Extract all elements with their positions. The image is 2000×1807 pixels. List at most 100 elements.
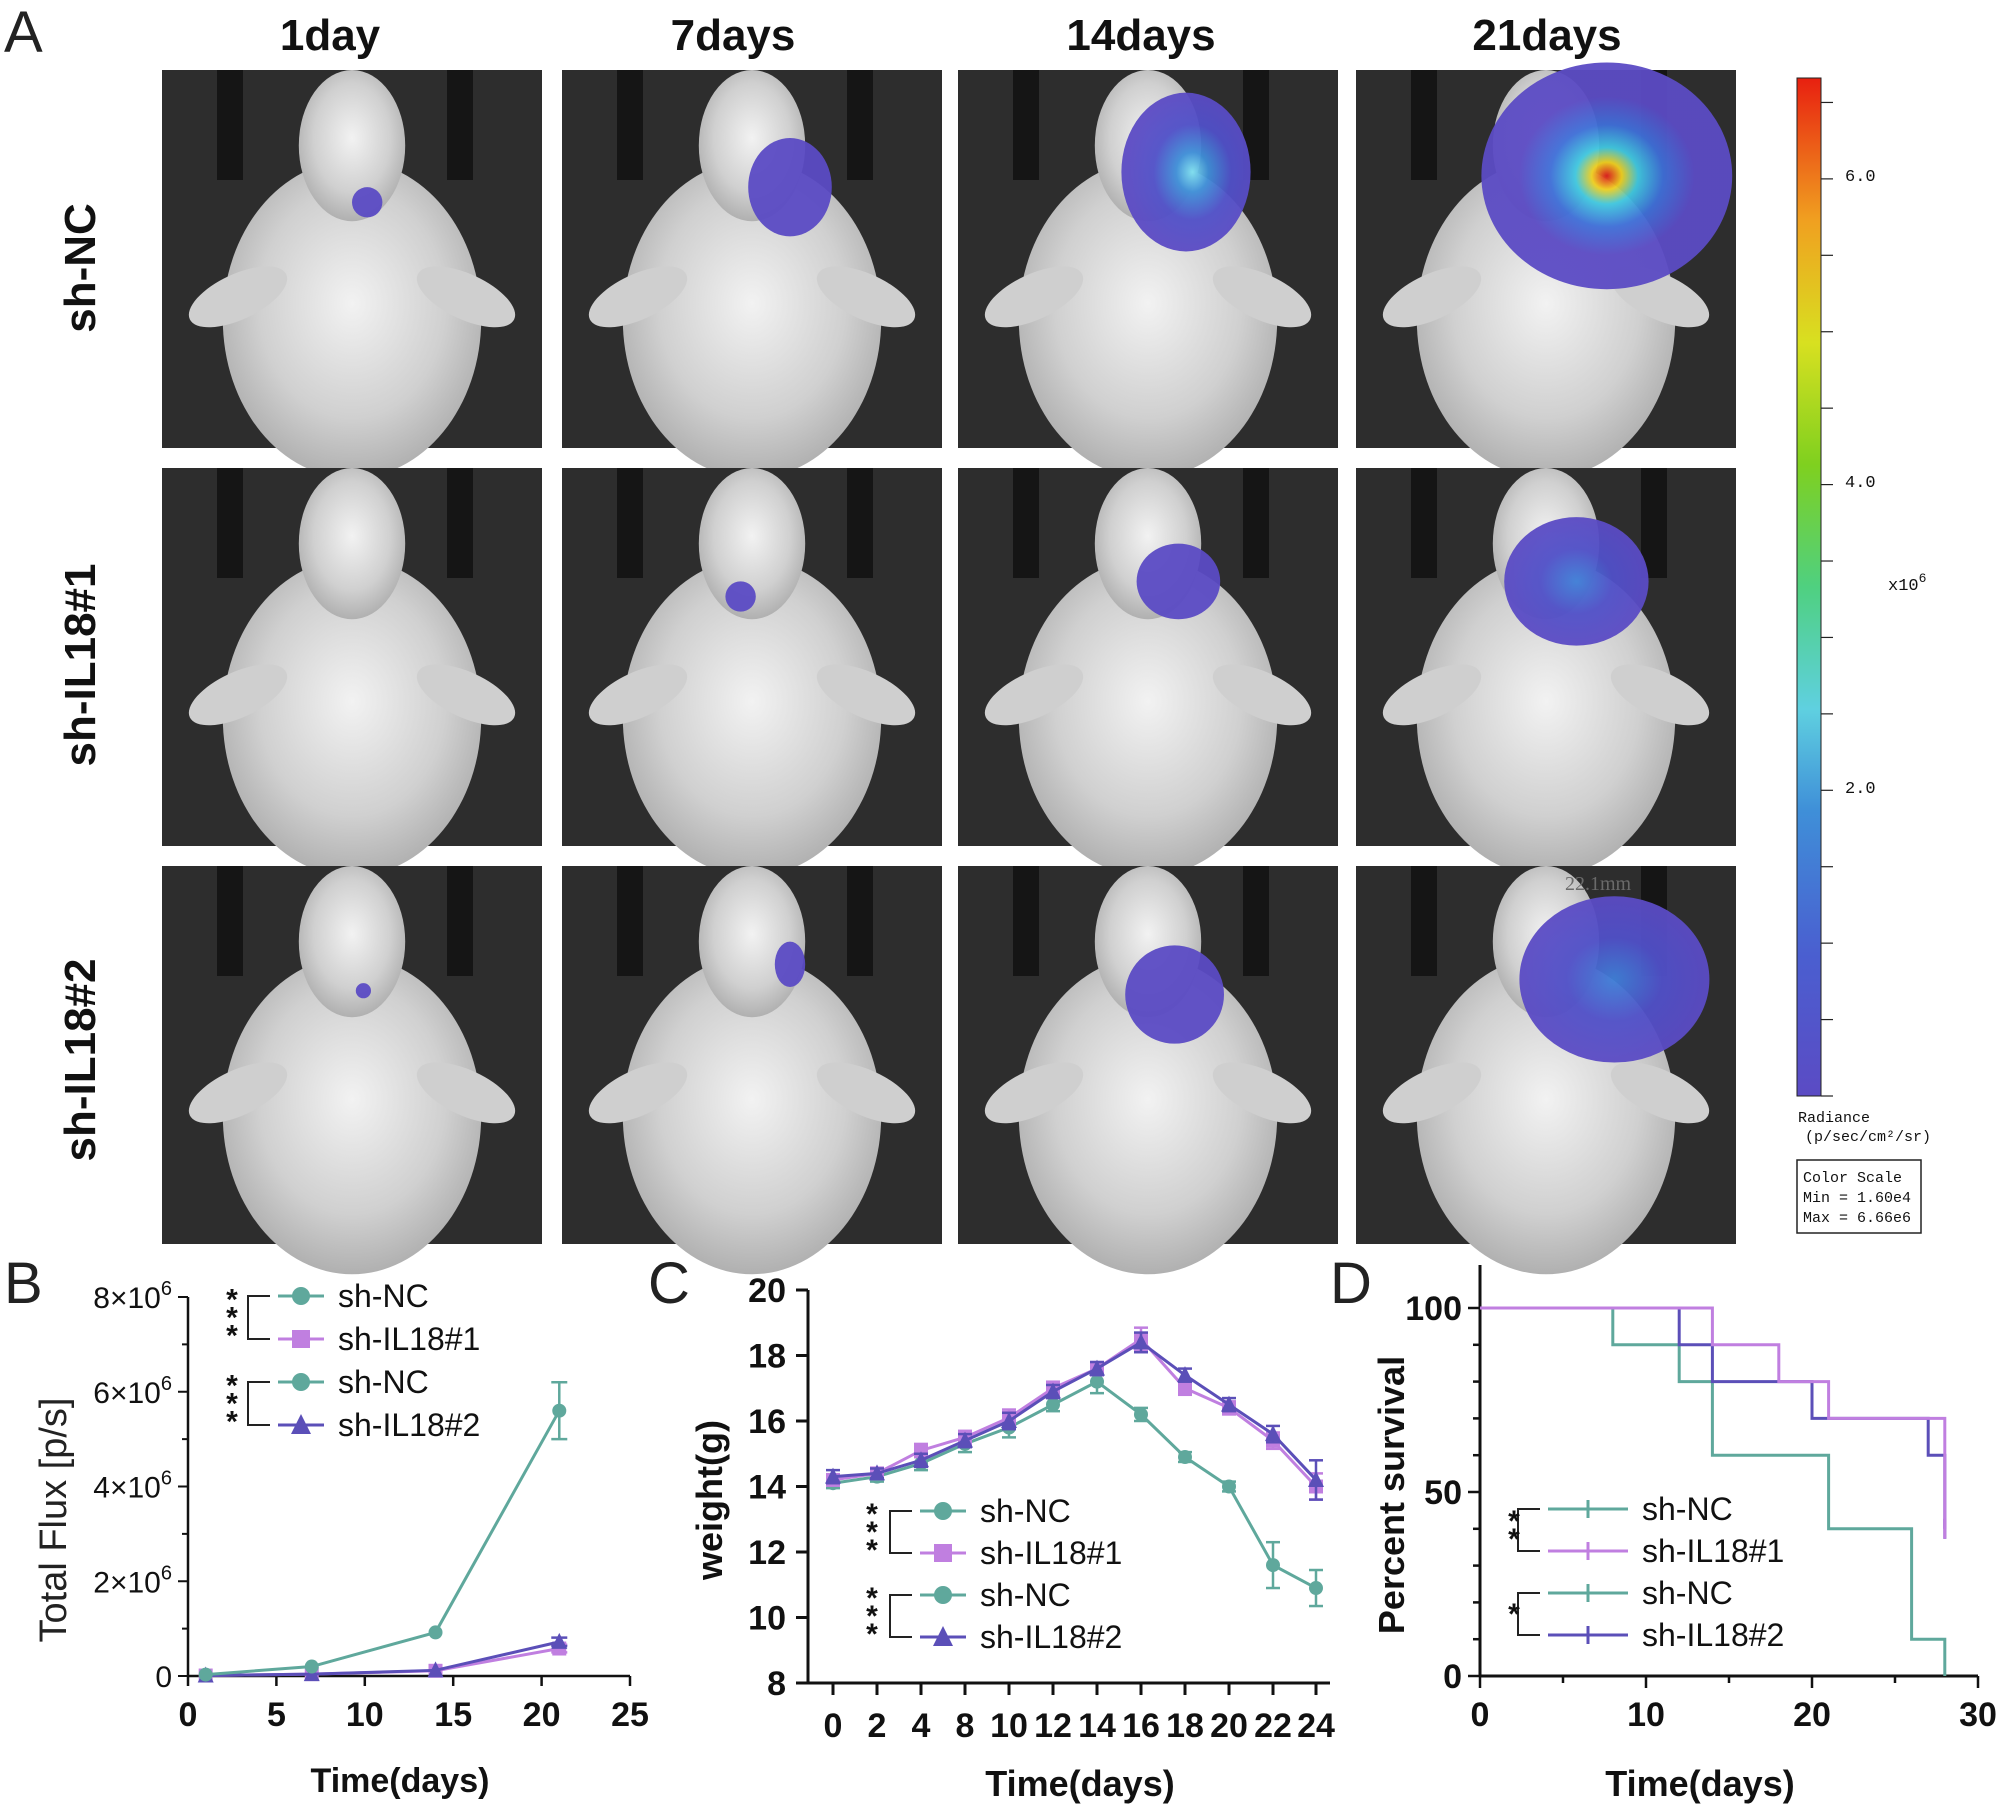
- data-point: [1045, 1382, 1061, 1399]
- mouse-forelimb: [1212, 266, 1312, 328]
- data-point: [1133, 1333, 1149, 1350]
- mouse-forelimb: [816, 1062, 916, 1124]
- mouse-body: [622, 558, 882, 877]
- series-line-sh-IL18#2: [832, 1340, 1318, 1481]
- holder-bar: [217, 70, 243, 180]
- row-label-sh-il18-2: sh-IL18#2: [56, 959, 105, 1162]
- x-tick-label: 16: [1122, 1707, 1160, 1745]
- y-tick-label: 18: [748, 1338, 786, 1376]
- imaging-tile: [1356, 467, 1736, 877]
- imaging-tile: [958, 70, 1338, 479]
- legend-label: sh-IL18#1: [980, 1535, 1122, 1571]
- holder-bar: [617, 866, 643, 976]
- significance-bracket: [1517, 1592, 1540, 1636]
- luminescence-signal: [1481, 62, 1733, 290]
- survival-curve-sh-NC: [1480, 1306, 1947, 1676]
- row-label-sh-il18-1: sh-IL18#1: [56, 564, 105, 767]
- data-point: [1134, 1407, 1148, 1422]
- holder-bar: [847, 70, 873, 180]
- panel-label-d: D: [1330, 1251, 1372, 1316]
- y-tick-label: 2×106: [93, 1562, 172, 1599]
- imaging-tile: [162, 467, 542, 877]
- mouse-forelimb: [188, 266, 288, 328]
- x-tick-label: 12: [1034, 1707, 1072, 1745]
- holder-bar: [217, 468, 243, 578]
- mouse-forelimb: [188, 1062, 288, 1124]
- data-point: [1178, 1381, 1192, 1396]
- data-point: [291, 1414, 311, 1434]
- imaging-tile: [162, 866, 542, 1275]
- day-label-7: 7days: [671, 11, 796, 60]
- holder-bar: [617, 468, 643, 578]
- color-scale-max: Max = 6.66e6: [1803, 1210, 1911, 1227]
- y-tick-label: 6×106: [93, 1373, 172, 1410]
- color-scale-title: Color Scale: [1803, 1170, 1902, 1187]
- mouse-forelimb: [984, 266, 1084, 328]
- mouse-forelimb: [1382, 266, 1482, 328]
- y-tick-label: 4×106: [93, 1468, 172, 1505]
- luminescence-signal: [1519, 896, 1710, 1063]
- data-point: [1308, 1470, 1324, 1487]
- data-point: [1001, 1412, 1017, 1428]
- mouse-forelimb: [1382, 664, 1482, 726]
- x-tick-label: 8: [956, 1707, 975, 1745]
- mouse-forelimb: [188, 664, 288, 726]
- legend-label: sh-NC: [338, 1278, 429, 1314]
- luminescence-signal: [1121, 92, 1251, 252]
- imaging-grid: 22.1mm: [162, 62, 1736, 1275]
- colorbar: [1796, 77, 1822, 1097]
- x-tick-label: 10: [1627, 1696, 1665, 1734]
- mouse-forelimb: [816, 664, 916, 726]
- luminescence-signal: [1125, 945, 1224, 1044]
- imaging-tile: [562, 467, 942, 877]
- holder-bar: [1411, 70, 1437, 180]
- day-label-1: 1day: [280, 11, 381, 60]
- data-point: [551, 1632, 568, 1649]
- data-point: [934, 1502, 952, 1520]
- data-point: [1265, 1425, 1281, 1442]
- legend-label: sh-NC: [1642, 1491, 1733, 1527]
- significance-bracket: [1517, 1508, 1540, 1552]
- legend-label: sh-IL18#2: [980, 1619, 1122, 1655]
- colorbar-ticks: [1821, 101, 1833, 1097]
- data-point: [957, 1431, 973, 1448]
- luminescence-signal: [1136, 543, 1221, 620]
- significance-stars: *: [866, 1498, 878, 1531]
- data-point: [869, 1464, 885, 1481]
- mouse-body: [222, 160, 482, 479]
- data-point: [552, 1403, 567, 1418]
- y-tick-label: 8: [767, 1665, 786, 1703]
- y-tick-label: 50: [1424, 1474, 1462, 1512]
- image-watermark: 22.1mm: [1565, 873, 1632, 895]
- y-tick-label: 0: [155, 1661, 172, 1694]
- mouse-body: [1018, 558, 1278, 877]
- mouse-body: [222, 956, 482, 1275]
- holder-bar: [1013, 468, 1039, 578]
- mouse-body: [1416, 558, 1676, 877]
- significance-stars: *: [226, 1284, 238, 1317]
- series-line-sh-NC: [832, 1379, 1317, 1590]
- data-point: [933, 1626, 953, 1646]
- significance-stars: *: [1508, 1598, 1520, 1631]
- data-point: [427, 1661, 444, 1678]
- holder-bar: [1243, 866, 1269, 976]
- data-point: [825, 1467, 841, 1484]
- significance-bracket: [247, 1295, 270, 1340]
- color-scale-box: [1796, 1159, 1922, 1234]
- legend-label: sh-IL18#2: [338, 1407, 480, 1443]
- luminescence-signal: [352, 187, 383, 218]
- mouse-forelimb: [588, 664, 688, 726]
- y-tick-label: 14: [748, 1469, 786, 1507]
- data-point: [1309, 1581, 1323, 1596]
- mouse-forelimb: [588, 1062, 688, 1124]
- panel-label-b: B: [4, 1251, 43, 1316]
- x-tick-label: 10: [990, 1707, 1028, 1745]
- data-point: [292, 1373, 310, 1391]
- significance-stars: *: [226, 1302, 238, 1335]
- panel-label-a: A: [4, 0, 43, 65]
- data-point: [1222, 1479, 1236, 1494]
- mouse-head: [298, 866, 406, 1018]
- survival-curve-sh-IL18#1: [1480, 1306, 1947, 1529]
- luminescence-signal: [774, 941, 806, 987]
- row-label-sh-nc: sh-NC: [56, 203, 105, 333]
